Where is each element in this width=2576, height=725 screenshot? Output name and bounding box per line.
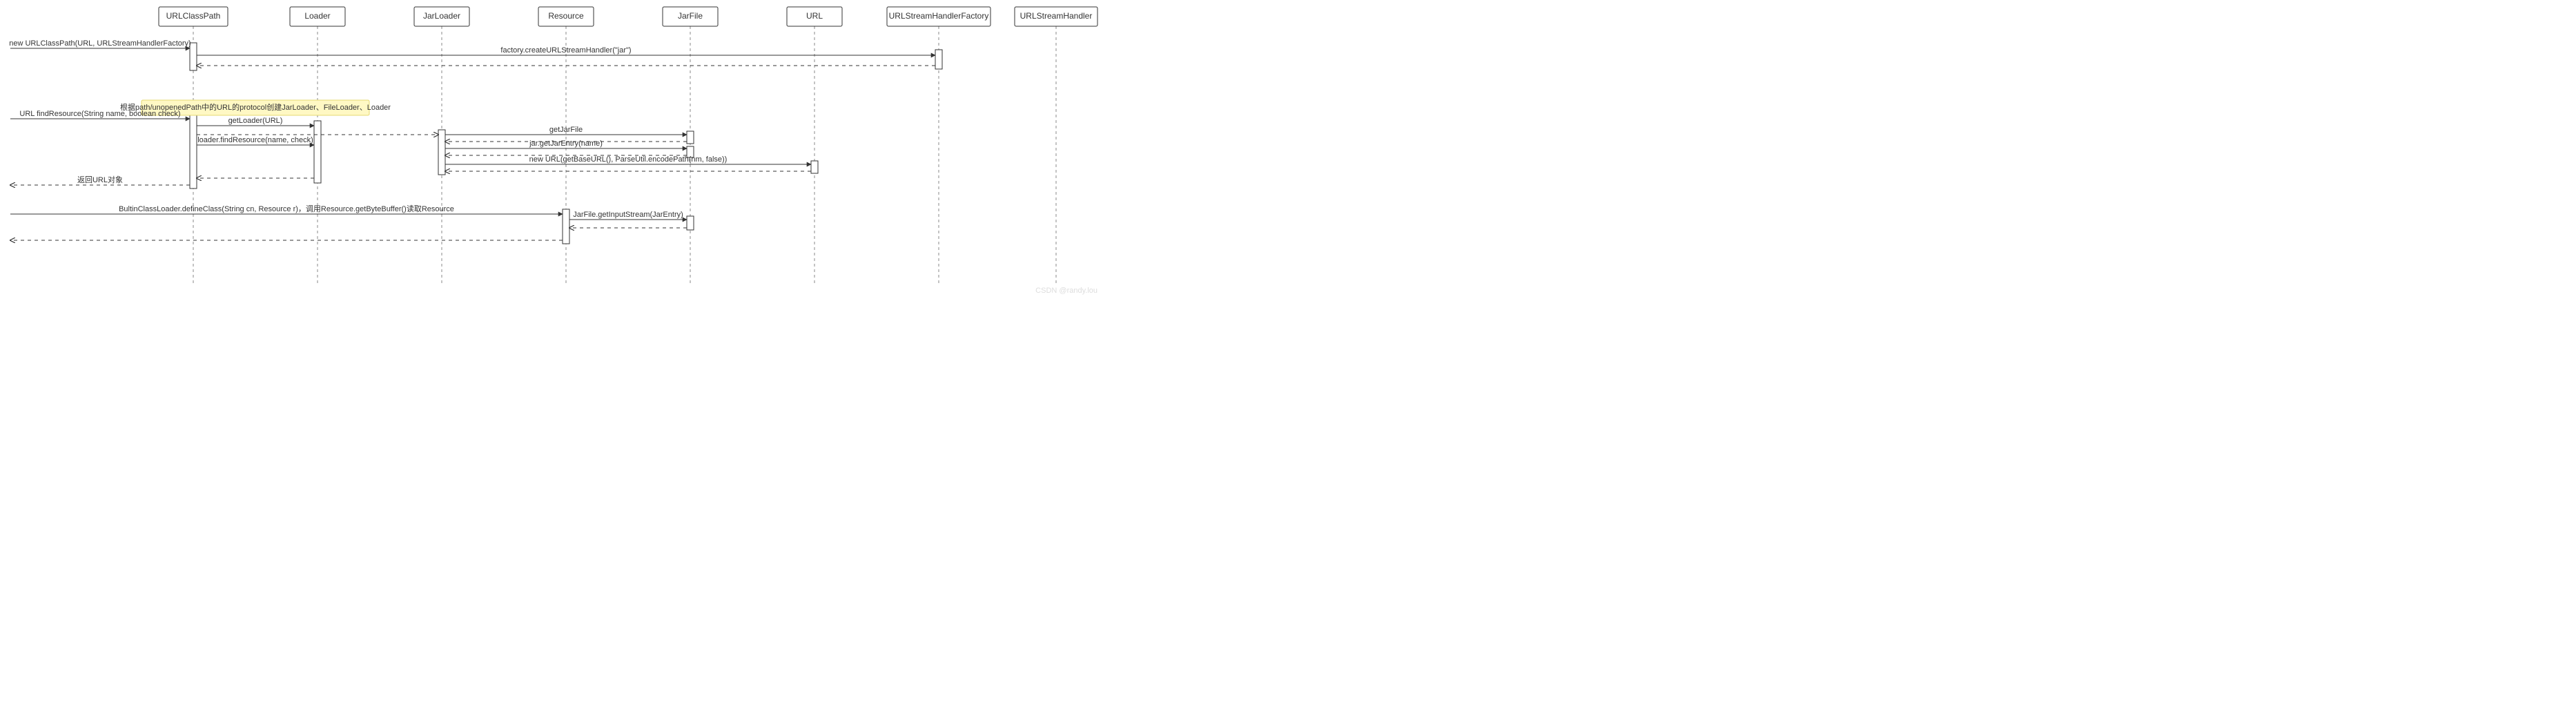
message-label-15: BultinClassLoader.defineClass(String cn,… — [119, 204, 454, 213]
message-label-11: new URL(getBaseURL(), ParseUtil.encodePa… — [529, 155, 728, 164]
message-label-4: getLoader(URL) — [228, 117, 283, 125]
activation-JF-5 — [687, 131, 694, 144]
participant-label-LD: Loader — [304, 11, 330, 21]
participant-label-USH: URLStreamHandler — [1020, 11, 1093, 21]
participant-label-JL: JarLoader — [423, 11, 460, 21]
message-label-9: jar.getJarEntry(name) — [529, 139, 603, 148]
activation-LD-3 — [314, 121, 321, 183]
message-label-1: factory.createURLStreamHandler("jar") — [500, 46, 631, 55]
message-label-3: URL findResource(String name, boolean ch… — [19, 110, 180, 118]
participant-label-JF: JarFile — [678, 11, 703, 21]
message-label-16: JarFile.getInputStream(JarEntry) — [573, 211, 683, 219]
participant-label-RS: Resource — [548, 11, 584, 21]
activation-JL-4 — [438, 130, 445, 175]
sequence-diagram: URLClassPath Loader JarLoader Resource JarFi… — [0, 0, 1104, 297]
participant-label-USHF: URLStreamHandlerFactory — [889, 11, 989, 21]
activation-JF-9 — [687, 216, 694, 230]
message-label-0: new URLClassPath(URL, URLStreamHandlerFa… — [9, 39, 191, 48]
participant-label-URL: URL — [806, 11, 823, 21]
activation-RS-8 — [563, 209, 569, 244]
activation-USHF-1 — [935, 50, 942, 69]
activation-UCP-2 — [190, 114, 197, 188]
message-label-14: 返回URL对象 — [77, 175, 123, 184]
activation-URL-7 — [811, 161, 818, 173]
message-label-6: getJarFile — [549, 126, 583, 134]
message-label-8: loader.findResource(name, check) — [197, 136, 313, 144]
participant-label-UCP: URLClassPath — [166, 11, 221, 21]
watermark: CSDN @randy.lou — [1035, 287, 1097, 295]
